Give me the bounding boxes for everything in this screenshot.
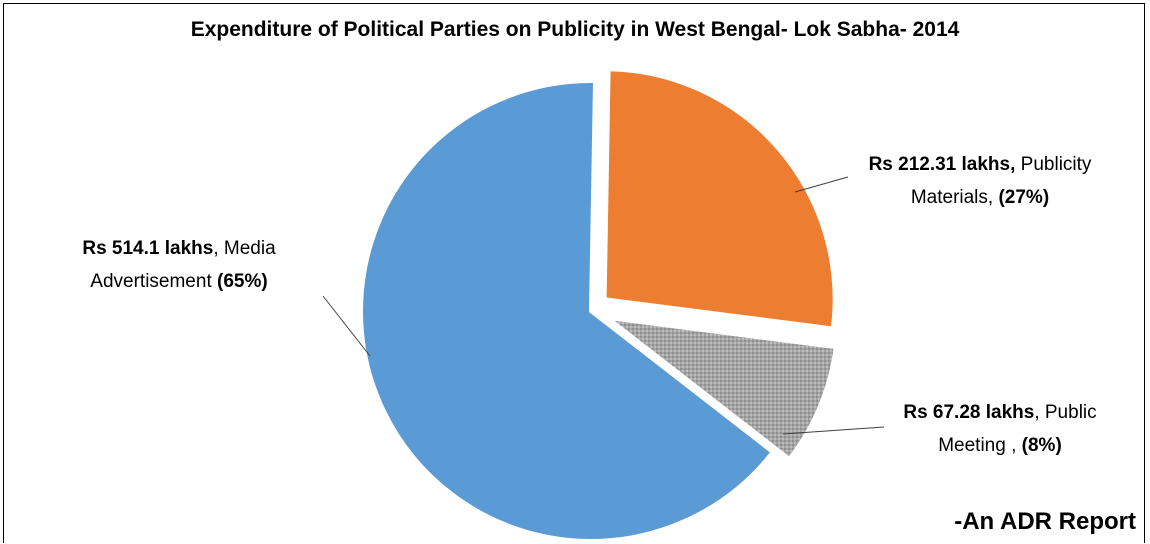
- source-note: -An ADR Report: [954, 508, 1136, 535]
- chart-title: Expenditure of Political Parties on Publ…: [190, 18, 960, 41]
- pub-meeting-category-part1: , Public: [1034, 402, 1097, 423]
- slice-public-meeting: [600, 314, 838, 462]
- chart-frame: [3, 3, 1145, 543]
- media-category-part1: , Media: [213, 238, 276, 259]
- leader-line-media: [322, 295, 371, 357]
- media-category-part2: Advertisement: [90, 271, 218, 292]
- data-label-public-meeting: Rs 67.28 lakhs, Public Meeting , (8%): [860, 396, 1140, 462]
- pub-meeting-amount: Rs 67.28 lakhs: [903, 402, 1035, 423]
- pub-materials-amount: Rs 212.31 lakhs,: [868, 154, 1016, 175]
- leader-line-publicity-materials: [794, 176, 849, 193]
- data-label-media-advertisement: Rs 514.1 lakhs, Media Advertisement (65%…: [34, 232, 324, 298]
- pub-meeting-category-part2: Meeting ,: [938, 435, 1022, 456]
- leader-line-public-meeting: [782, 426, 885, 435]
- media-percent: (65%): [217, 271, 268, 292]
- media-amount: Rs 514.1 lakhs: [82, 238, 214, 259]
- pub-meeting-percent: (8%): [1021, 435, 1062, 456]
- pub-materials-category-part1: Publicity: [1015, 154, 1092, 175]
- slice-publicity-materials: [602, 67, 837, 331]
- pub-materials-category-part2: Materials,: [910, 187, 999, 208]
- slice-media-advertisement: [359, 79, 776, 543]
- data-label-publicity-materials: Rs 212.31 lakhs, Publicity Materials, (2…: [820, 148, 1140, 214]
- pub-materials-percent: (27%): [998, 187, 1050, 208]
